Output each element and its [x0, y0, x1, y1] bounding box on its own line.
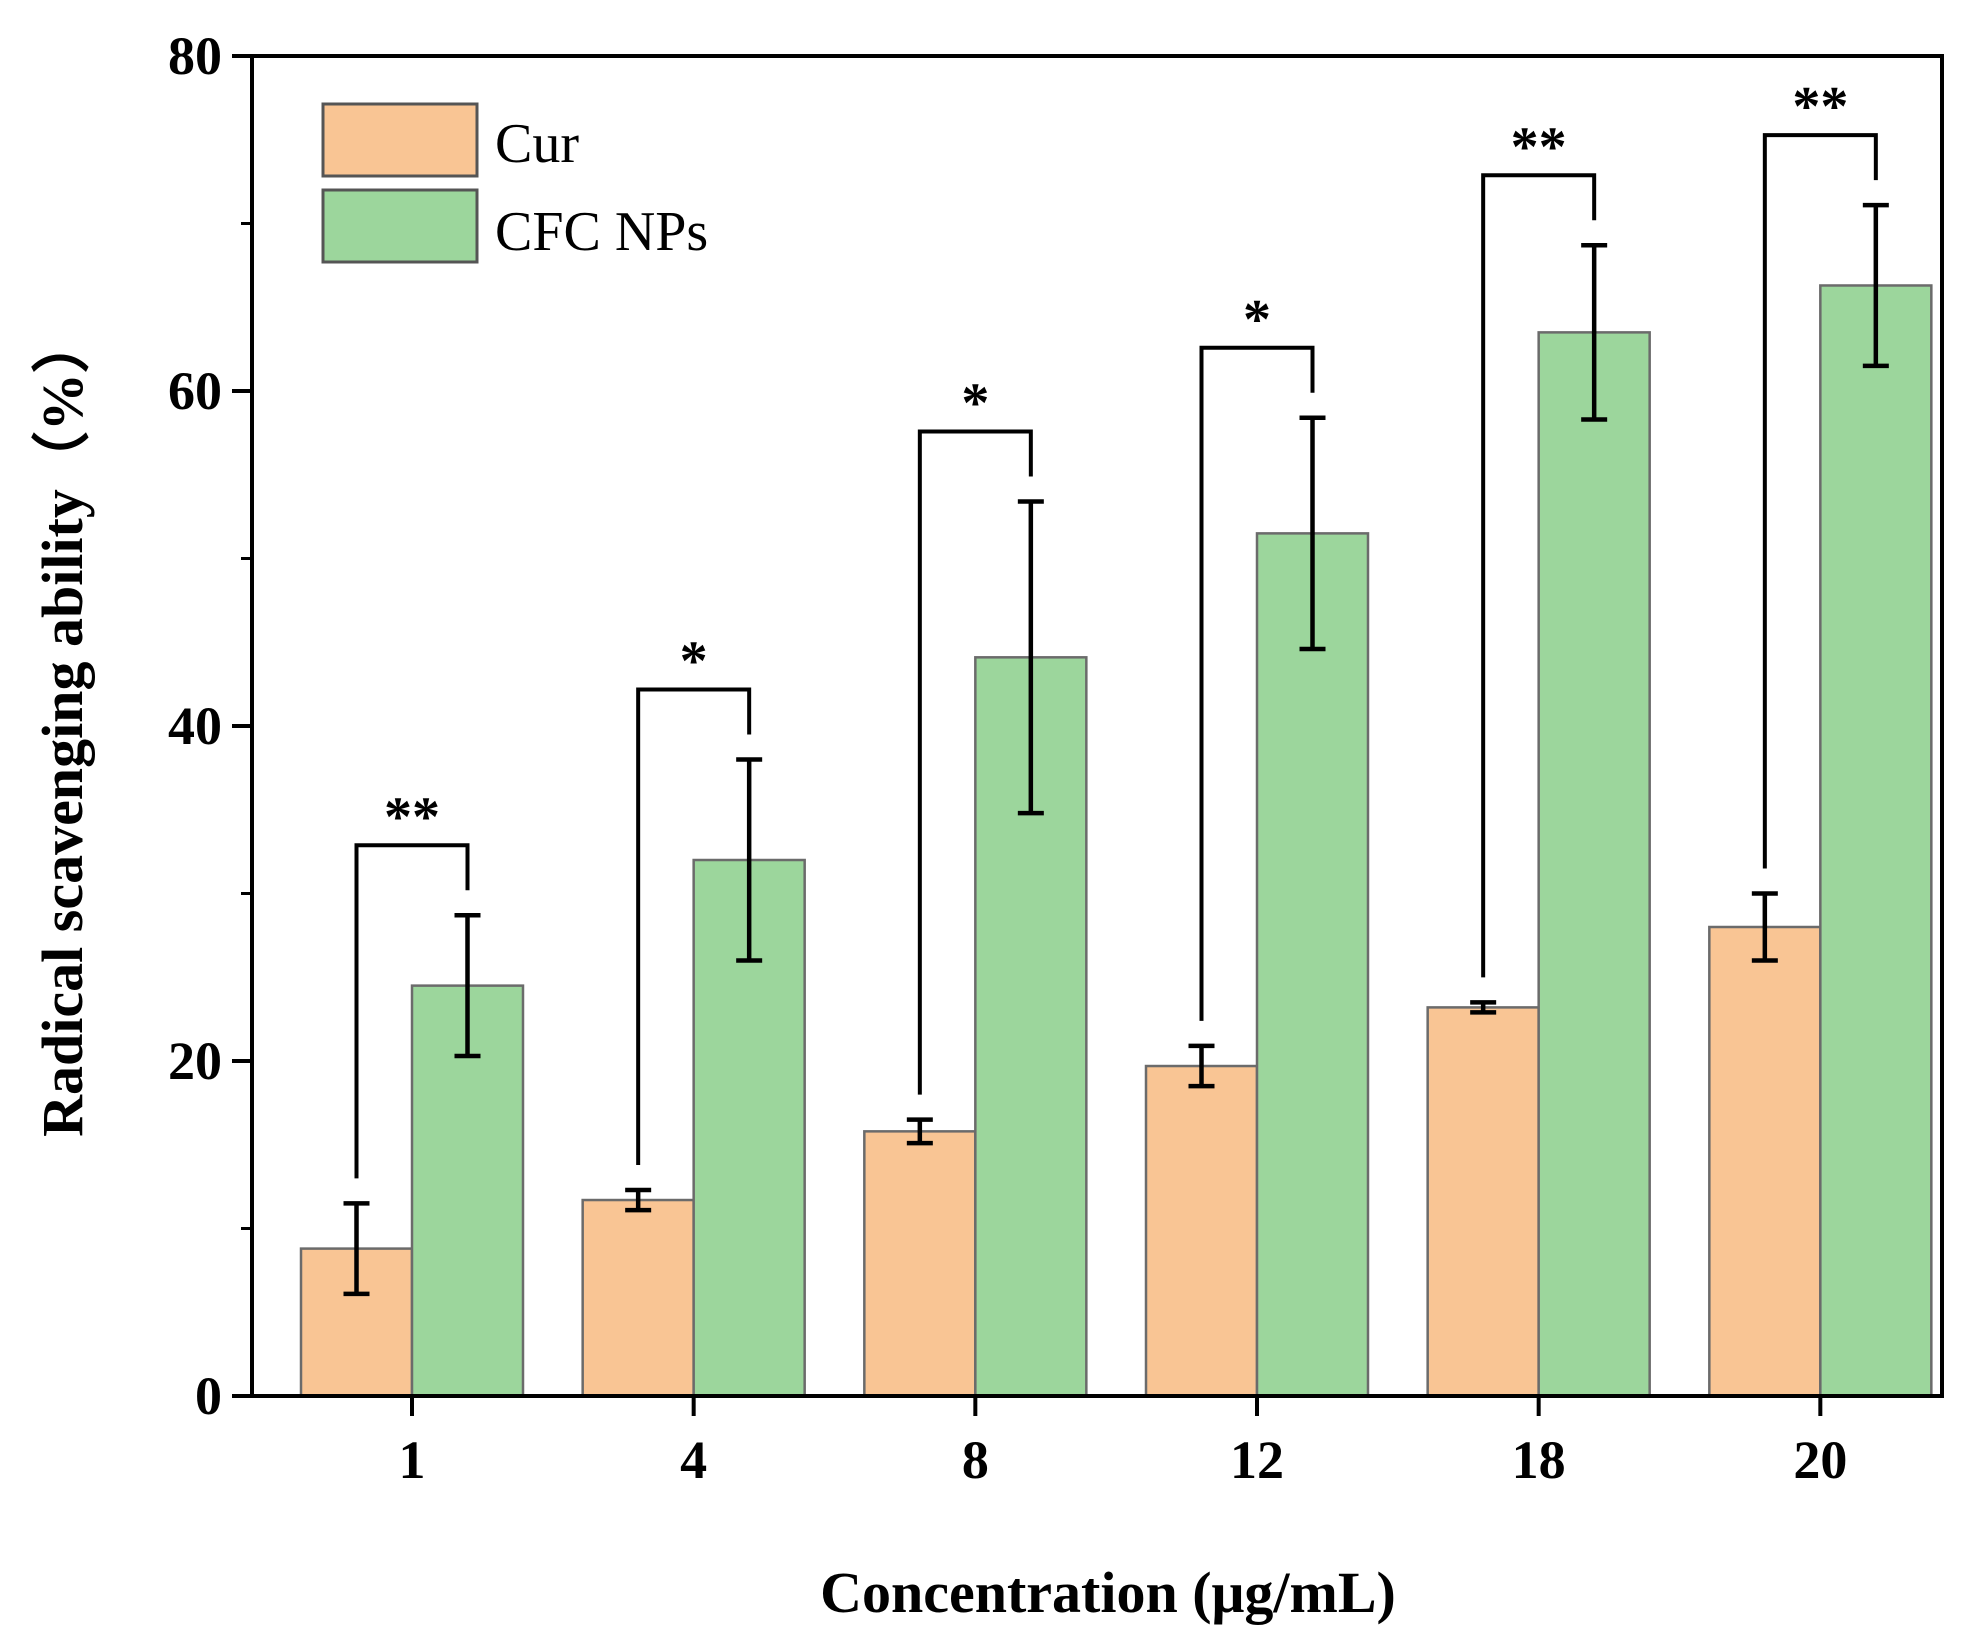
x-tick-label: 4: [680, 1430, 707, 1490]
bar-cur-12: [1144, 1064, 1259, 1398]
error-bar-cfc-8: [1017, 499, 1044, 816]
significance-bracket-20: **: [1762, 76, 1878, 869]
significance-bracket-line: [1762, 133, 1878, 869]
significance-layer: *********: [354, 76, 1878, 1179]
error-bar-cur-12: [1188, 1043, 1215, 1089]
significance-bracket-line: [354, 843, 470, 1179]
significance-label: **: [1511, 116, 1567, 178]
x-tick-label: 12: [1230, 1430, 1284, 1490]
significance-bracket-12: *: [1199, 289, 1315, 1021]
bars-layer: [299, 284, 1933, 1398]
significance-label: **: [1792, 76, 1848, 138]
x-axis-title: Concentration (μg/mL): [820, 1560, 1396, 1625]
error-bar-cur-8: [906, 1117, 933, 1146]
bar-cur-18: [1426, 1006, 1540, 1398]
significance-bracket-1: **: [354, 786, 470, 1179]
legend-label-cfc: CFC NPs: [495, 201, 708, 263]
error-bar-cfc-1: [454, 913, 481, 1059]
y-tick-label: 60: [168, 361, 222, 421]
significance-bracket-line: [1481, 173, 1597, 978]
x-tick-label: 18: [1512, 1430, 1566, 1490]
error-bar-cfc-20: [1862, 202, 1889, 369]
x-tick-label: 20: [1793, 1430, 1847, 1490]
significance-bracket-line: [917, 429, 1033, 1095]
significance-bracket-4: *: [636, 631, 752, 1165]
bar-cur-8: [863, 1130, 977, 1398]
legend: Cur CFC NPs: [321, 102, 708, 264]
significance-label: *: [680, 631, 708, 693]
significance-bracket-line: [636, 687, 752, 1165]
y-axis-title: Radical scavenging ability（%）: [30, 315, 95, 1137]
x-tick-label: 8: [962, 1430, 989, 1490]
significance-label: *: [961, 373, 989, 435]
y-tick-label: 0: [195, 1366, 222, 1426]
error-bar-cfc-12: [1299, 415, 1326, 652]
x-tick-label: 1: [399, 1430, 426, 1490]
error-bar-cur-18: [1470, 1000, 1497, 1015]
y-tick-label: 80: [168, 26, 222, 86]
legend-swatch-cfc: [321, 188, 479, 264]
significance-label: *: [1243, 289, 1271, 351]
significance-bracket-line: [1199, 345, 1315, 1021]
error-bar-cfc-4: [736, 757, 763, 963]
significance-label: **: [384, 786, 440, 848]
axis-ticks-layer: 1 4 8 12 18 20 0 20 40 60 80: [168, 26, 1847, 1490]
bar-cur-4: [581, 1198, 695, 1398]
bar-cur-20: [1708, 925, 1822, 1398]
y-tick-label: 40: [168, 696, 222, 756]
legend-label-cur: Cur: [495, 113, 579, 175]
error-bar-cur-1: [343, 1201, 370, 1297]
y-tick-label: 20: [168, 1031, 222, 1091]
error-bar-cur-4: [625, 1187, 652, 1213]
legend-swatch-cur: [321, 102, 479, 178]
error-bar-cur-20: [1751, 891, 1778, 963]
bar-cfc-20: [1819, 284, 1933, 1398]
bar-cfc-18: [1537, 331, 1651, 1398]
bar-cfc-12: [1255, 532, 1370, 1398]
significance-bracket-8: *: [917, 373, 1033, 1095]
error-bar-cfc-18: [1581, 243, 1608, 422]
significance-bracket-18: **: [1481, 116, 1597, 978]
error-bars-layer: [343, 202, 1889, 1297]
